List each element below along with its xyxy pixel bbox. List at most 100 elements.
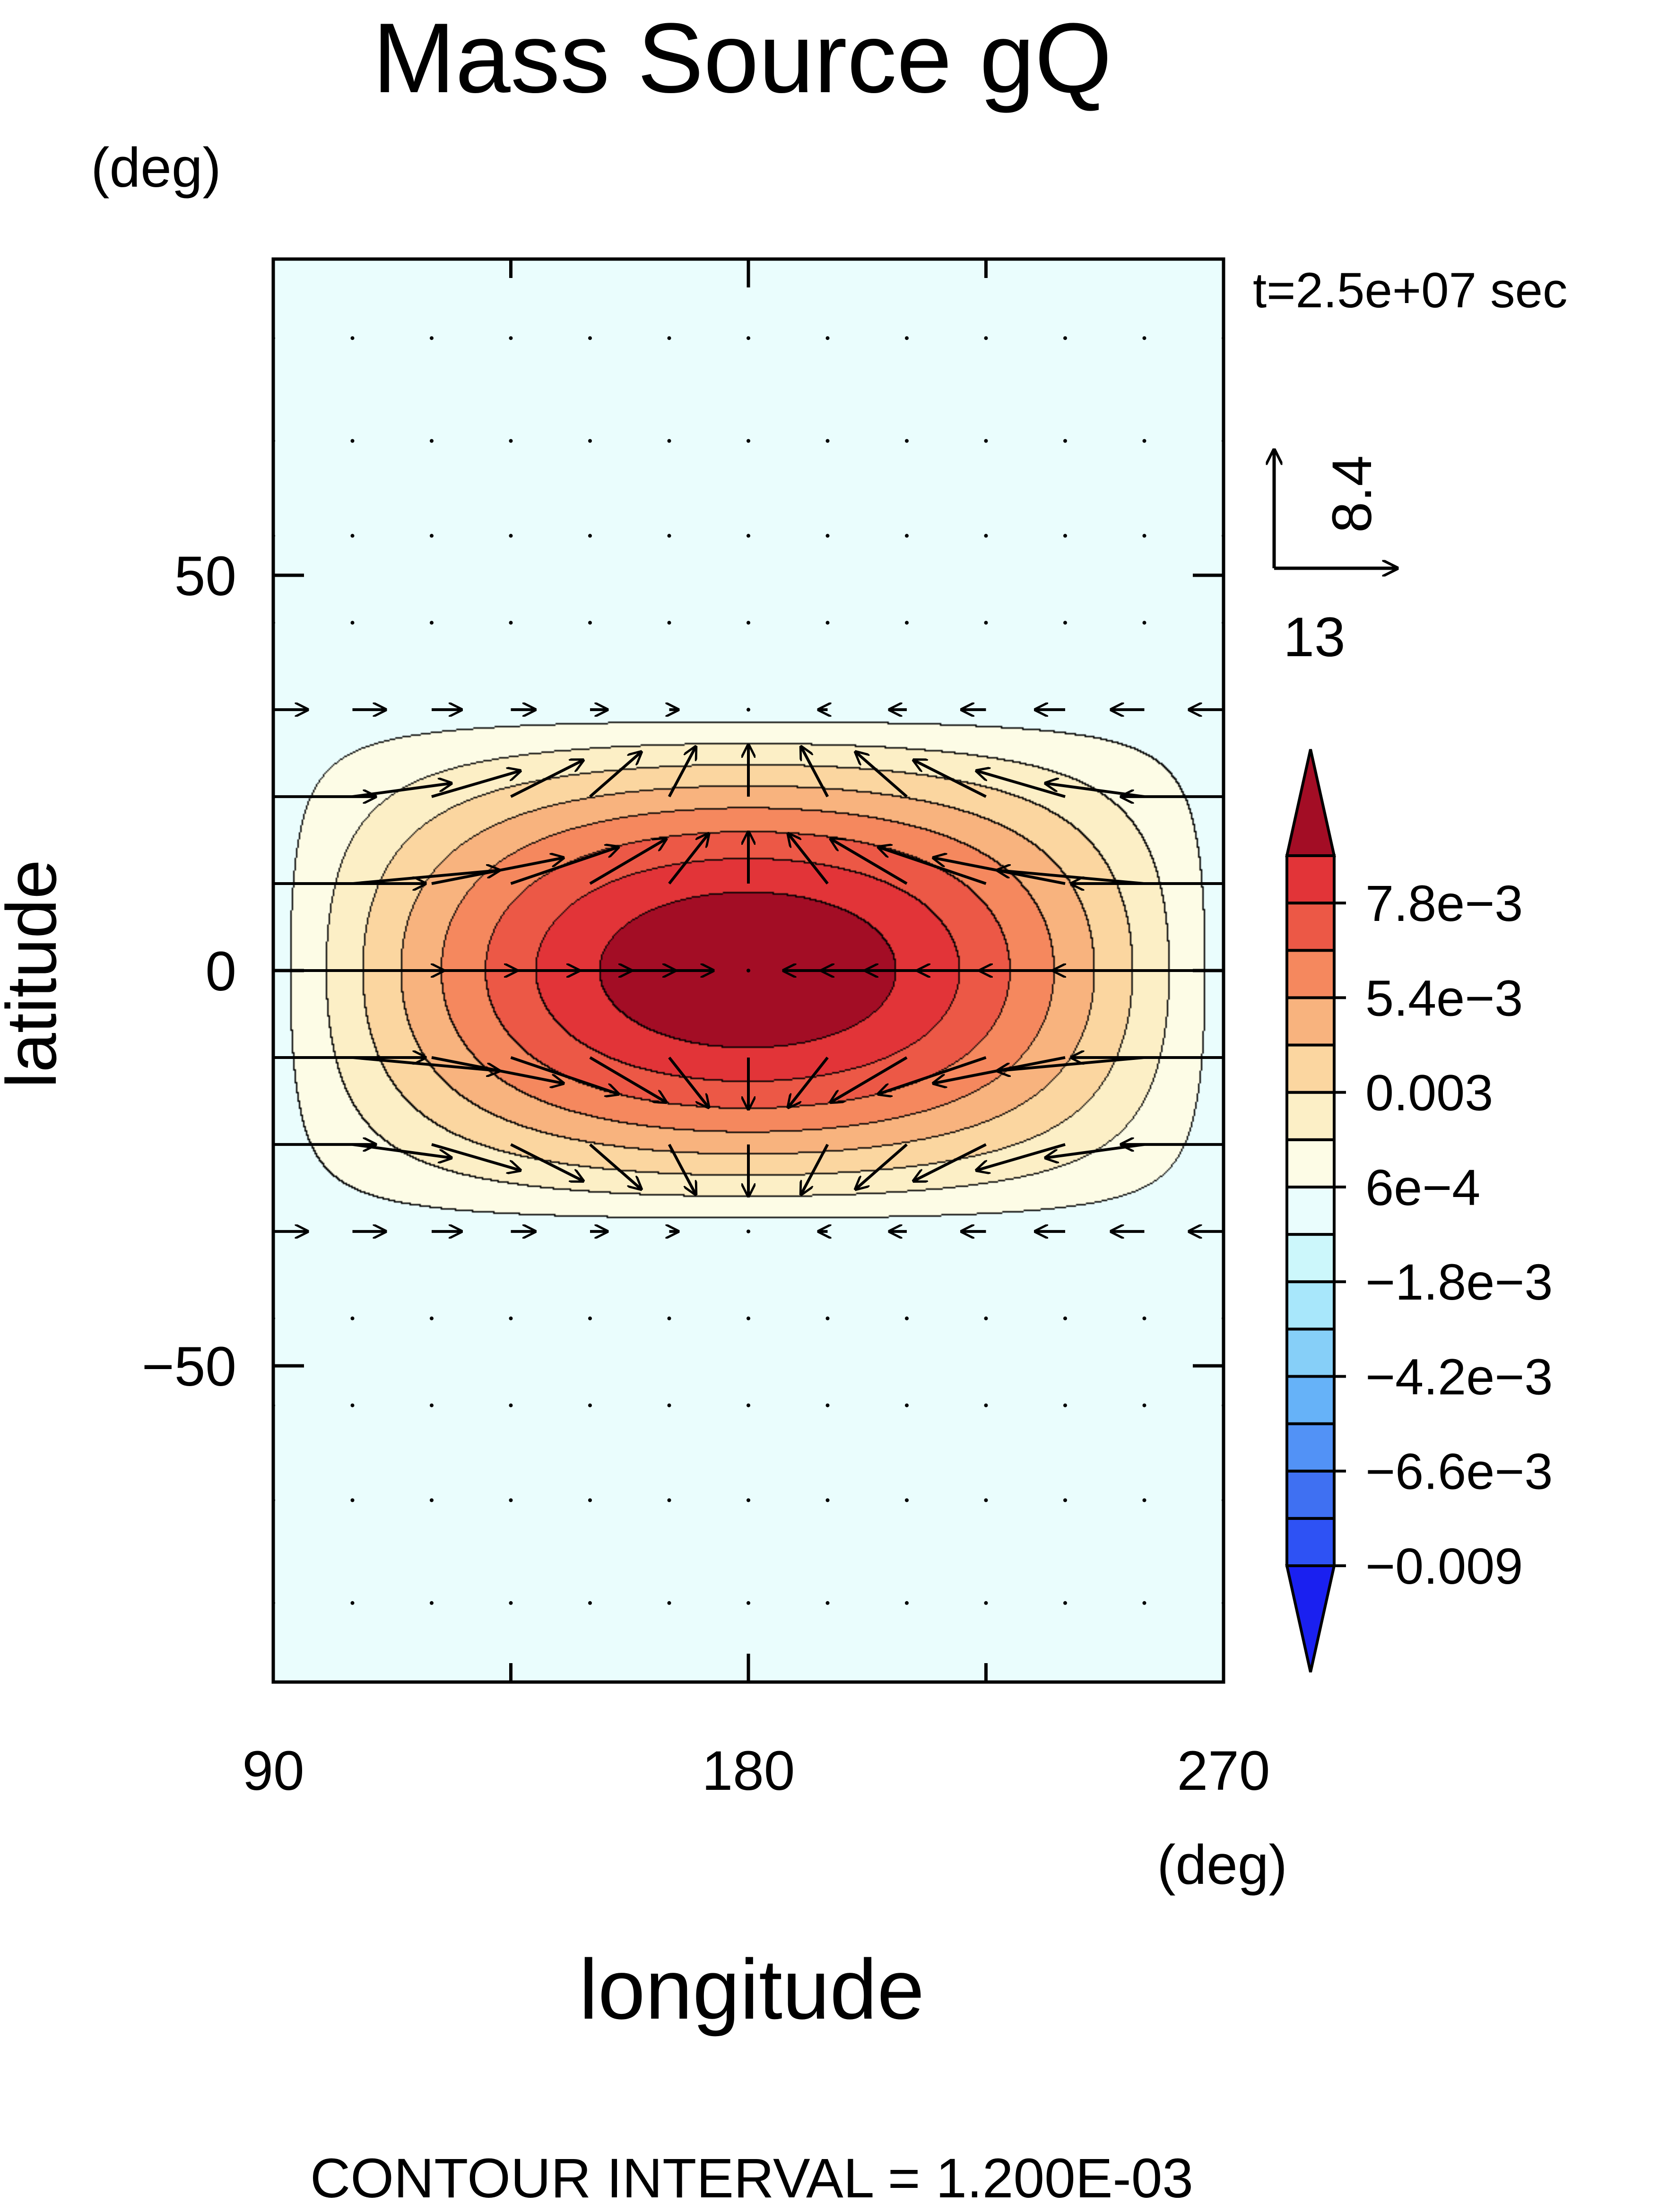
vector-point xyxy=(747,1498,750,1502)
vector-point xyxy=(984,1498,988,1502)
colorbar-tick-label: 6e−4 xyxy=(1365,1159,1480,1216)
x-axis-label: longitude xyxy=(579,1942,925,2037)
vector-point xyxy=(825,621,830,625)
vector-point xyxy=(1063,534,1067,538)
colorbar-tick-label: −0.009 xyxy=(1365,1537,1523,1595)
vector-point xyxy=(984,439,988,443)
vector-point xyxy=(350,1316,355,1320)
vector-point xyxy=(667,1403,671,1407)
y-tick-label: 50 xyxy=(174,545,236,607)
vector-point xyxy=(430,1498,434,1502)
vector-point xyxy=(588,621,592,625)
wind-vector xyxy=(788,1057,829,1107)
x-unit-label: (deg) xyxy=(1157,1834,1287,1896)
vector-point xyxy=(747,1601,750,1605)
vector-point xyxy=(588,1498,592,1502)
x-tick-label: 180 xyxy=(702,1740,795,1802)
vector-point xyxy=(1142,621,1146,625)
vector-point xyxy=(350,621,355,625)
wind-vector xyxy=(801,747,829,798)
colorbar-segment xyxy=(1285,1185,1336,1236)
vector-point xyxy=(667,336,671,340)
vector-point xyxy=(905,1403,909,1407)
vector-point xyxy=(509,336,513,340)
vector-point xyxy=(1142,534,1146,538)
vector-point xyxy=(350,1601,355,1605)
contour-interval-footer: CONTOUR INTERVAL = 1.200E-03 xyxy=(310,2147,1193,2210)
vector-point xyxy=(588,1316,592,1320)
y-axis-label: latitude xyxy=(0,859,71,1088)
vector-point xyxy=(1142,1498,1146,1502)
colorbar-top-triangle xyxy=(1285,749,1336,857)
colorbar-segment xyxy=(1285,1233,1336,1284)
vector-point xyxy=(825,336,830,340)
vector-point xyxy=(350,1498,355,1502)
axis-tick-labels: 90 180 270 50 0 −50 xyxy=(142,545,1270,1802)
vector-point xyxy=(588,534,592,538)
vector-point xyxy=(588,1601,592,1605)
vector-point xyxy=(430,336,434,340)
vector-point xyxy=(984,534,988,538)
vector-point xyxy=(667,1601,671,1605)
vector-point xyxy=(984,1601,988,1605)
vector-point xyxy=(905,1601,909,1605)
wind-vector xyxy=(589,839,666,885)
vector-point xyxy=(509,1316,513,1320)
vector-point xyxy=(747,969,750,972)
colorbar-bottom-triangle xyxy=(1285,1564,1336,1673)
vector-point xyxy=(747,1229,750,1233)
colorbar-segment xyxy=(1285,902,1336,952)
colorbar: 7.8e−3 5.4e−3 0.003 6e−4 −1.8e−3 −4.2e−3 −6.6e… xyxy=(1285,749,1553,1673)
wind-vector xyxy=(510,847,618,885)
vector-point xyxy=(509,439,513,443)
vector-point xyxy=(984,621,988,625)
vector-point xyxy=(747,1403,750,1407)
colorbar-tick-label: 5.4e−3 xyxy=(1365,969,1523,1026)
vector-point xyxy=(905,1316,909,1320)
vector-point xyxy=(350,534,355,538)
vector-point xyxy=(747,439,750,443)
vector-point xyxy=(430,621,434,625)
vector-point xyxy=(984,1316,988,1320)
wind-vector xyxy=(589,1056,666,1102)
wind-vector xyxy=(977,1143,1066,1171)
vector-point xyxy=(430,1316,434,1320)
wind-vector xyxy=(431,1056,564,1084)
vector-point xyxy=(667,439,671,443)
vector-point xyxy=(747,621,750,625)
vector-point xyxy=(350,439,355,443)
colorbar-segment xyxy=(1285,1327,1336,1378)
wind-vector xyxy=(431,771,520,798)
colorbar-tick-label: −4.2e−3 xyxy=(1365,1348,1553,1405)
vector-point xyxy=(825,1498,830,1502)
wind-vector xyxy=(831,1056,908,1102)
vector-point xyxy=(825,1403,830,1407)
vector-point xyxy=(1063,336,1067,340)
vector-point xyxy=(588,439,592,443)
colorbar-tick-label: 0.003 xyxy=(1365,1064,1493,1121)
y-tick-label: −50 xyxy=(142,1336,236,1398)
vector-point xyxy=(825,439,830,443)
vector-point xyxy=(667,534,671,538)
vector-point xyxy=(509,534,513,538)
colorbar-segment xyxy=(1285,1517,1336,1568)
chart-title: Mass Source gQ xyxy=(373,2,1112,113)
wind-vector xyxy=(510,1143,583,1181)
reference-vector xyxy=(1274,450,1397,568)
wind-vector xyxy=(431,858,564,885)
vector-point xyxy=(1063,621,1067,625)
vector-point xyxy=(747,336,750,340)
vector-point xyxy=(1142,1601,1146,1605)
vector-point xyxy=(747,534,750,538)
wind-vector xyxy=(914,1143,987,1181)
colorbar-segment xyxy=(1285,949,1336,999)
vector-point xyxy=(905,336,909,340)
wind-vector xyxy=(668,1144,696,1194)
vector-point xyxy=(509,621,513,625)
wind-vector xyxy=(352,870,500,885)
x-tick-label: 270 xyxy=(1177,1740,1270,1802)
vector-point xyxy=(1142,1403,1146,1407)
wind-vector xyxy=(856,1143,908,1189)
wind-vector xyxy=(668,747,696,798)
wind-vector xyxy=(589,752,641,798)
